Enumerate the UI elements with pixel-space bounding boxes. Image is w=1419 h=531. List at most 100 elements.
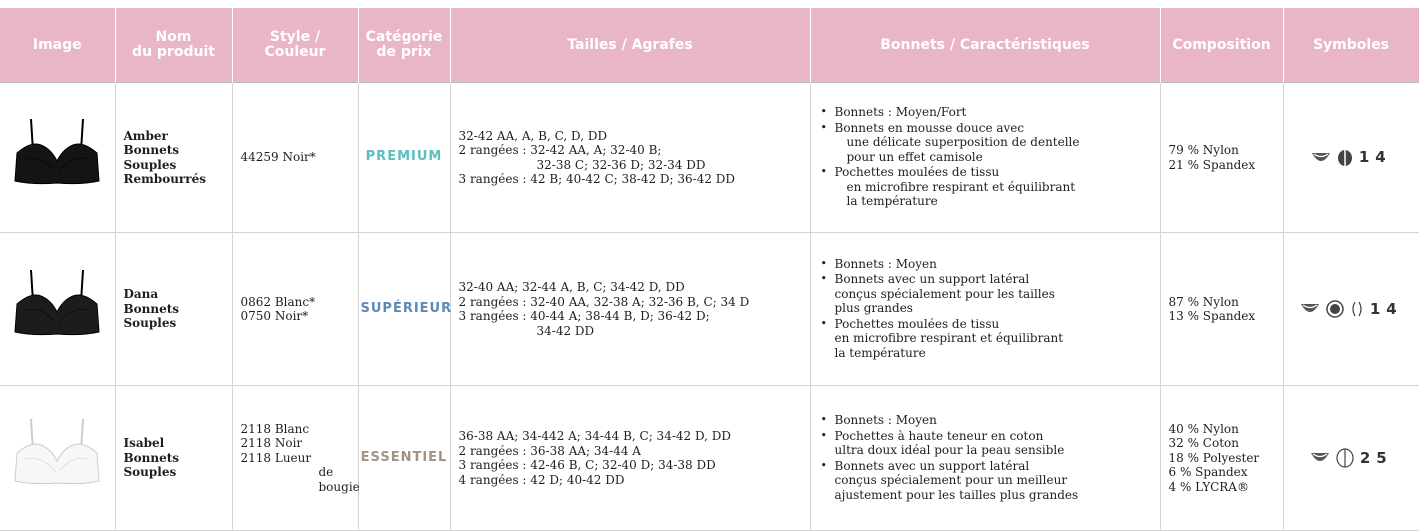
image-cell xyxy=(0,82,116,233)
text-line: Souples xyxy=(123,157,177,172)
text-line: Composition xyxy=(1172,36,1271,53)
text-line: 34-42 DD xyxy=(536,323,595,338)
text-line: Dana xyxy=(123,287,159,302)
symbols: 25 xyxy=(1292,448,1412,468)
text-line: Nom xyxy=(155,29,192,45)
text-line: 44259 Noir* xyxy=(240,150,316,165)
product-image xyxy=(14,118,100,184)
name-cell: Dana Bonnets Souples xyxy=(114,232,233,386)
product-image xyxy=(14,419,100,485)
text-line: Bonnets xyxy=(123,301,180,316)
header-cell: Composition xyxy=(1160,8,1284,83)
style-cell: 44259 Noir* xyxy=(231,82,359,233)
text-line: Bonnets en mousse douce avec xyxy=(834,120,1025,135)
feature-list: Bonnets : Moyen/FortBonnets en mousse do… xyxy=(819,105,1152,209)
cup-icon xyxy=(1310,453,1329,461)
text-line: 87 % Nylon xyxy=(1168,294,1239,309)
shape-icon xyxy=(1337,149,1352,166)
features-cell: Bonnets : MoyenPochettes à haute teneur … xyxy=(809,385,1161,531)
features-cell: Bonnets : MoyenBonnets avec un support l… xyxy=(809,232,1161,386)
text-line: Isabel xyxy=(123,436,165,451)
text-line: 2118 Noir xyxy=(240,436,303,451)
symbols: 14 xyxy=(1292,149,1412,167)
text-line: Catégorie xyxy=(365,29,443,45)
composition-cell: 79 % Nylon 21 % Spandex xyxy=(1159,82,1284,233)
text-line: 6 % Spandex xyxy=(1168,465,1248,480)
text-line: la température xyxy=(846,194,938,209)
text-line: du produit xyxy=(132,44,215,60)
text-line: la température xyxy=(834,345,926,360)
text-line: 13 % Spandex xyxy=(1168,309,1256,323)
text-line: 0750 Noir* xyxy=(240,309,309,323)
text-line: 32-38 C; 32-36 D; 32-34 DD xyxy=(536,157,706,172)
feature: Bonnets : Moyen/Fort xyxy=(821,105,1152,120)
composition-cell: 87 % Nylon 13 % Spandex xyxy=(1159,232,1284,386)
text-line: 3 rangées : 42-46 B, C; 32-40 D; 34-38 D… xyxy=(458,458,716,472)
feature-list: Bonnets : MoyenPochettes à haute teneur … xyxy=(819,413,1152,502)
image-cell xyxy=(0,385,116,531)
text-line: 2 rangées : 32-40 AA, 32-38 A; 32-36 B, … xyxy=(458,294,750,309)
text-line: Style / xyxy=(269,29,321,45)
text-line: 79 % Nylon xyxy=(1168,143,1239,157)
text-line: Rembourrés xyxy=(123,172,206,186)
feature: Bonnets : Moyen xyxy=(821,413,1152,428)
category-cell: PREMIUM xyxy=(357,82,451,233)
text-line: Bonnets avec un support latéral xyxy=(834,272,1030,287)
text-line: ESSENTIEL xyxy=(360,449,448,465)
text-line: 4 % LYCRA® xyxy=(1168,479,1249,494)
text-line: une délicate superposition de dentelle xyxy=(846,135,1080,150)
name-cell: Amber Bonnets Souples Rembourrés xyxy=(114,82,233,233)
shape-icon xyxy=(1326,300,1344,318)
text-line: Pochettes moulées de tissu xyxy=(834,316,1000,331)
text-line: ajustement pour les tailles plus grandes xyxy=(834,487,1079,502)
text-line: 40 % Nylon xyxy=(1168,421,1239,436)
text-line: 36-38 AA; 34-442 A; 34-44 B, C; 34-42 D,… xyxy=(458,429,732,443)
shape-icon xyxy=(1336,448,1354,468)
text-line: 3 rangées : 42 B; 40-42 C; 38-42 D; 36-4… xyxy=(458,172,736,186)
text-line: 32-40 AA; 32-44 A, B, C; 34-42 D, DD xyxy=(458,280,685,294)
name-cell: Isabel Bonnets Souples xyxy=(114,385,233,531)
sizes-cell: 32-40 AA; 32-44 A, B, C; 34-42 D, DD 2 ra… xyxy=(449,232,811,386)
text-line: 4 rangées : 42 D; 40-42 DD xyxy=(458,472,625,487)
text-line: 3 rangées : 40-44 A; 38-44 B, D; 36-42 D… xyxy=(458,309,710,323)
header-cell: Bonnets / Caractéristiques xyxy=(810,8,1161,83)
product-image xyxy=(14,270,100,336)
text-line: SUPÉRIEUR xyxy=(360,300,453,316)
text-line: Bonnets / Caractéristiques xyxy=(880,36,1090,53)
symbols-cell: 14 xyxy=(1282,82,1419,233)
text-line: conçus spécialement pour un meilleur xyxy=(834,473,1068,487)
text-line: Amber xyxy=(123,128,168,143)
cup-icon xyxy=(1300,304,1319,312)
text-line: 2118 Blanc xyxy=(240,421,310,436)
product-row: Amber Bonnets Souples Rembourrés 44259 Noir*… xyxy=(0,82,1419,233)
category-cell: ESSENTIEL xyxy=(357,385,451,531)
text-line: 0862 Blanc* xyxy=(240,294,316,309)
text-line: Pochettes à haute teneur en coton xyxy=(834,428,1044,443)
symbols-cell: 14 xyxy=(1282,232,1419,386)
text-line: Bonnets xyxy=(123,143,180,157)
symbols: 14 xyxy=(1292,300,1412,318)
product-row: Dana Bonnets Souples 0862 Blanc* 0750 Noir* S… xyxy=(0,232,1419,386)
text-line: de prix xyxy=(376,44,432,60)
header-cell: Catégorie de prix xyxy=(358,8,451,83)
symbol-numbers: 25 xyxy=(1359,448,1393,467)
side-icon xyxy=(1352,301,1362,317)
text-line: Bonnets xyxy=(123,450,180,465)
text-line: Bonnets avec un support latéral xyxy=(834,458,1030,473)
feature: Bonnets : Moyen xyxy=(821,257,1152,272)
text-line: pour un effet camisole xyxy=(846,149,983,164)
product-row: Isabel Bonnets Souples 2118 Blanc 2118 Noir 2… xyxy=(0,385,1419,531)
product-table: Image Nom du produit Style / Couleur Catégori… xyxy=(0,8,1419,531)
text-line: Couleur xyxy=(264,44,326,60)
text-line: Souples xyxy=(123,316,177,331)
sizes-cell: 32-42 AA, A, B, C, D, DD 2 rangées : 32-4… xyxy=(449,82,811,233)
text-line: 32-42 AA, A, B, C, D, DD xyxy=(458,128,608,143)
text-line: 2 rangées : 36-38 AA; 34-44 A xyxy=(458,443,641,458)
category-cell: SUPÉRIEUR xyxy=(357,232,453,386)
